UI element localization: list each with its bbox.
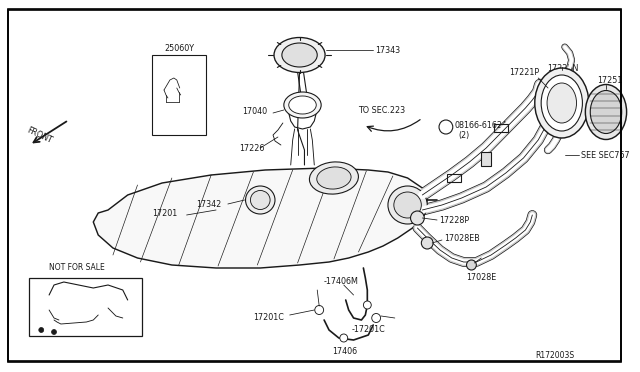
Ellipse shape (317, 167, 351, 189)
Text: R172003S: R172003S (535, 352, 574, 360)
Text: SEE SEC767: SEE SEC767 (581, 151, 630, 160)
Circle shape (410, 211, 424, 225)
Ellipse shape (590, 90, 621, 134)
Text: 17225N: 17225N (547, 64, 579, 73)
Ellipse shape (541, 75, 582, 131)
Circle shape (340, 334, 348, 342)
Text: TO SEC.223: TO SEC.223 (358, 106, 406, 115)
Circle shape (372, 314, 381, 323)
Ellipse shape (547, 83, 577, 123)
Bar (29, 278, 143, 336)
Bar (494, 124, 508, 132)
Bar (152, 55, 206, 135)
Text: 17221P: 17221P (509, 67, 539, 77)
Text: 17343: 17343 (375, 45, 400, 55)
Circle shape (421, 237, 433, 249)
Polygon shape (93, 168, 428, 268)
Ellipse shape (274, 38, 325, 73)
Circle shape (52, 330, 56, 334)
Text: B: B (444, 124, 448, 130)
Text: 17251: 17251 (597, 76, 623, 84)
Text: NOT FOR SALE: NOT FOR SALE (49, 263, 105, 273)
Text: 17028E: 17028E (467, 273, 497, 282)
Text: -17201C: -17201C (351, 326, 385, 334)
Bar (447, 174, 461, 182)
Ellipse shape (282, 43, 317, 67)
Text: 08166-6162A: 08166-6162A (455, 121, 508, 129)
Text: FRONT: FRONT (25, 125, 53, 145)
Circle shape (439, 120, 452, 134)
Text: 17201C: 17201C (253, 312, 284, 321)
Ellipse shape (246, 186, 275, 214)
Circle shape (39, 327, 44, 333)
Ellipse shape (394, 192, 421, 218)
Ellipse shape (284, 92, 321, 118)
Circle shape (315, 305, 324, 314)
Ellipse shape (586, 84, 627, 140)
Text: 17028EB: 17028EB (444, 234, 480, 243)
Ellipse shape (289, 96, 316, 114)
Ellipse shape (388, 186, 428, 224)
Ellipse shape (535, 68, 589, 138)
Text: 17406: 17406 (332, 347, 357, 356)
Circle shape (467, 260, 476, 270)
Text: (2): (2) (459, 131, 470, 140)
Text: 17228P: 17228P (439, 215, 469, 224)
Text: 17040: 17040 (243, 106, 268, 115)
Text: 17201: 17201 (152, 208, 177, 218)
Text: 17342: 17342 (196, 199, 221, 208)
Circle shape (364, 301, 371, 309)
Bar (481, 152, 491, 166)
Ellipse shape (309, 162, 358, 194)
Text: 17226: 17226 (239, 144, 264, 153)
Text: -17406M: -17406M (324, 278, 359, 286)
Ellipse shape (250, 190, 270, 209)
Text: 25060Y: 25060Y (164, 44, 195, 52)
